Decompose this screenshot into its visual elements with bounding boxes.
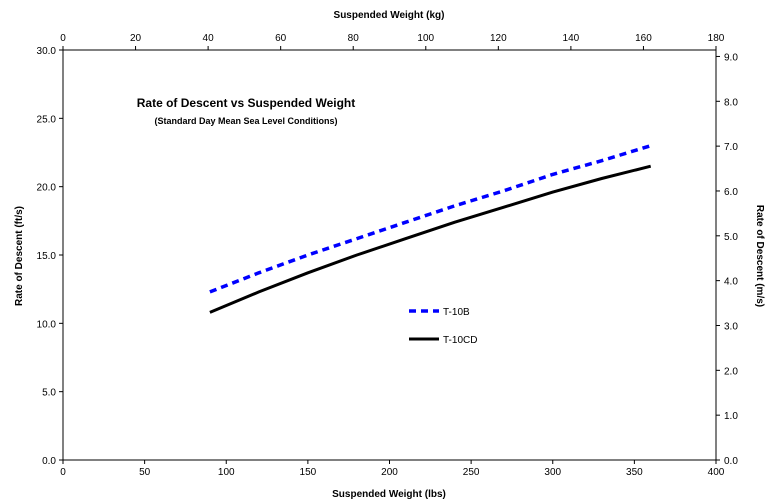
top-tick-label: 180: [708, 33, 725, 44]
top-tick-label: 120: [490, 33, 507, 44]
x-tick-label: 0: [60, 467, 66, 478]
right-tick-label: 4.0: [724, 277, 738, 288]
right-tick-label: 9.0: [724, 52, 738, 63]
y-tick-label: 15.0: [37, 251, 57, 262]
x-tick-label: 350: [626, 467, 643, 478]
x-tick-label: 400: [708, 467, 725, 478]
series-layer: [209, 144, 652, 314]
right-axis-title: Rate of Descent (m/s): [754, 205, 765, 307]
top-tick-label: 80: [348, 33, 360, 44]
y-tick-label: 30.0: [37, 46, 57, 57]
right-tick-label: 1.0: [724, 411, 738, 422]
right-tick-label: 5.0: [724, 232, 738, 243]
top-tick-label: 100: [417, 33, 434, 44]
y-axis-title: Rate of Descent (ft/s): [14, 206, 25, 306]
plot-frame: [62, 49, 717, 461]
series-line-t10cd: [209, 164, 652, 314]
right-tick-label: 6.0: [724, 187, 738, 198]
series-line-t10b: [209, 144, 652, 294]
chart-title: Rate of Descent vs Suspended Weight: [137, 96, 356, 110]
right-axis: 0.0 1.0 2.0 3.0 4.0 5.0 6.0 7.0 8.0 9.0: [716, 52, 738, 467]
top-tick-label: 20: [130, 33, 142, 44]
top-tick-label: 140: [563, 33, 580, 44]
x-axis-title: Suspended Weight (lbs): [332, 489, 446, 500]
right-tick-label: 3.0: [724, 321, 738, 332]
x-tick-label: 200: [381, 467, 398, 478]
y-tick-label: 20.0: [37, 183, 57, 194]
x-tick-label: 300: [544, 467, 561, 478]
plot-area: [62, 49, 717, 461]
top-tick-label: 40: [203, 33, 215, 44]
chart-subtitle: (Standard Day Mean Sea Level Conditions): [154, 116, 337, 126]
legend-label-t10cd: T-10CD: [443, 335, 477, 346]
top-axis-title: Suspended Weight (kg): [334, 10, 445, 21]
legend-label-t10b: T-10B: [443, 307, 470, 318]
right-tick-label: 2.0: [724, 366, 738, 377]
top-tick-label: 0: [60, 33, 66, 44]
legend: T-10B T-10CD: [409, 307, 477, 346]
x-tick-label: 250: [463, 467, 480, 478]
y-tick-label: 10.0: [37, 319, 57, 330]
bottom-axis: 0 50 100 150 200 250 300 350 400: [60, 460, 725, 478]
top-tick-label: 160: [635, 33, 652, 44]
top-tick-label: 60: [275, 33, 287, 44]
top-axis: 0 20 40 60 80 100 120 140 160 180: [60, 33, 725, 50]
right-tick-label: 8.0: [724, 97, 738, 108]
left-axis: 0.0 5.0 10.0 15.0 20.0 25.0 30.0: [37, 46, 63, 467]
y-tick-label: 25.0: [37, 114, 57, 125]
right-tick-label: 7.0: [724, 142, 738, 153]
right-tick-label: 0.0: [724, 456, 738, 467]
x-tick-label: 150: [300, 467, 317, 478]
x-tick-label: 100: [218, 467, 235, 478]
y-tick-label: 5.0: [42, 388, 56, 399]
y-tick-label: 0.0: [42, 456, 56, 467]
x-tick-label: 50: [139, 467, 151, 478]
